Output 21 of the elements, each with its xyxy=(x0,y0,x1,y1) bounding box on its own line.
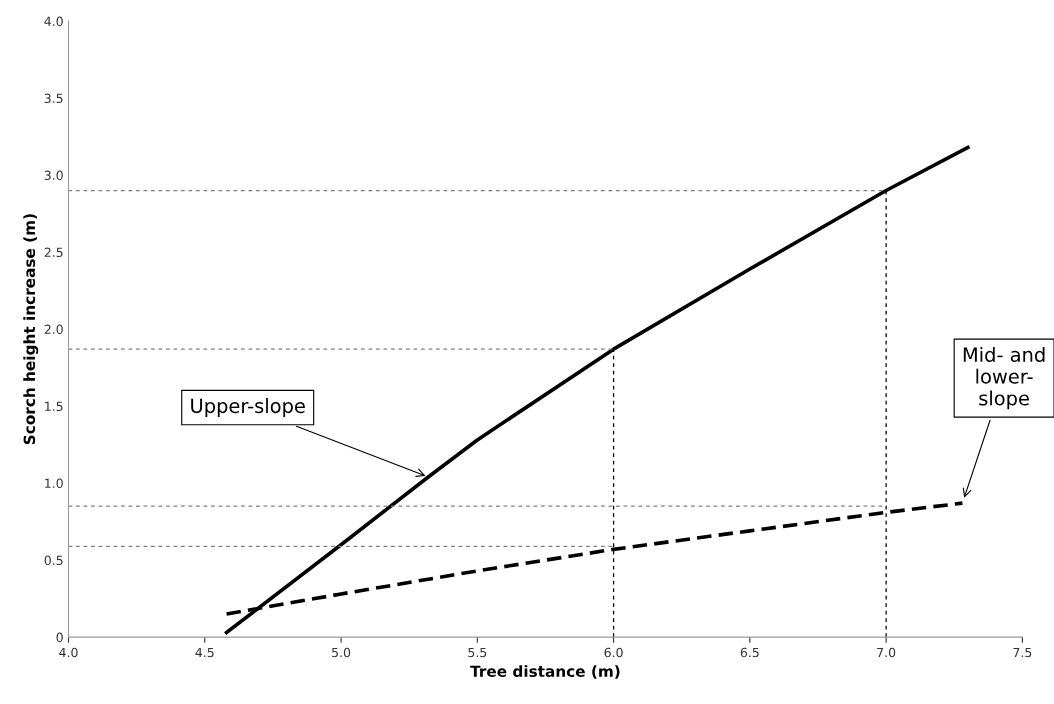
y-tick-label: 4.0 xyxy=(44,16,63,27)
y-tick-label: 0 xyxy=(56,632,63,643)
y-tick-label: 2.0 xyxy=(44,324,63,335)
annotation: Mid- and lower- slope xyxy=(963,346,1045,410)
x-tick-label: 6.5 xyxy=(740,647,759,658)
x-tick-label: 7.0 xyxy=(877,647,896,658)
y-tick-label: 1.0 xyxy=(45,478,63,489)
x-tick-label: 6.0 xyxy=(604,647,623,658)
x-tick-label: 4.5 xyxy=(195,647,214,658)
x-tick-label: 5.0 xyxy=(332,647,351,658)
y-tick-label: 3.5 xyxy=(44,93,63,104)
y-axis-title: Scorch height increase (m) xyxy=(23,214,39,445)
x-tick-label: 5.5 xyxy=(468,647,487,658)
y-tick-label: 2.5 xyxy=(44,247,63,258)
x-axis-title: Tree distance (m) xyxy=(470,665,620,679)
y-tick-label: 0.5 xyxy=(44,555,63,566)
y-tick-label: 1.5 xyxy=(45,401,63,412)
x-tick-label: 7.5 xyxy=(1013,647,1032,658)
y-tick-label: 3.0 xyxy=(44,170,63,181)
x-tick-label: 4.0 xyxy=(59,647,78,658)
annotation: Upper-slope xyxy=(191,398,305,417)
